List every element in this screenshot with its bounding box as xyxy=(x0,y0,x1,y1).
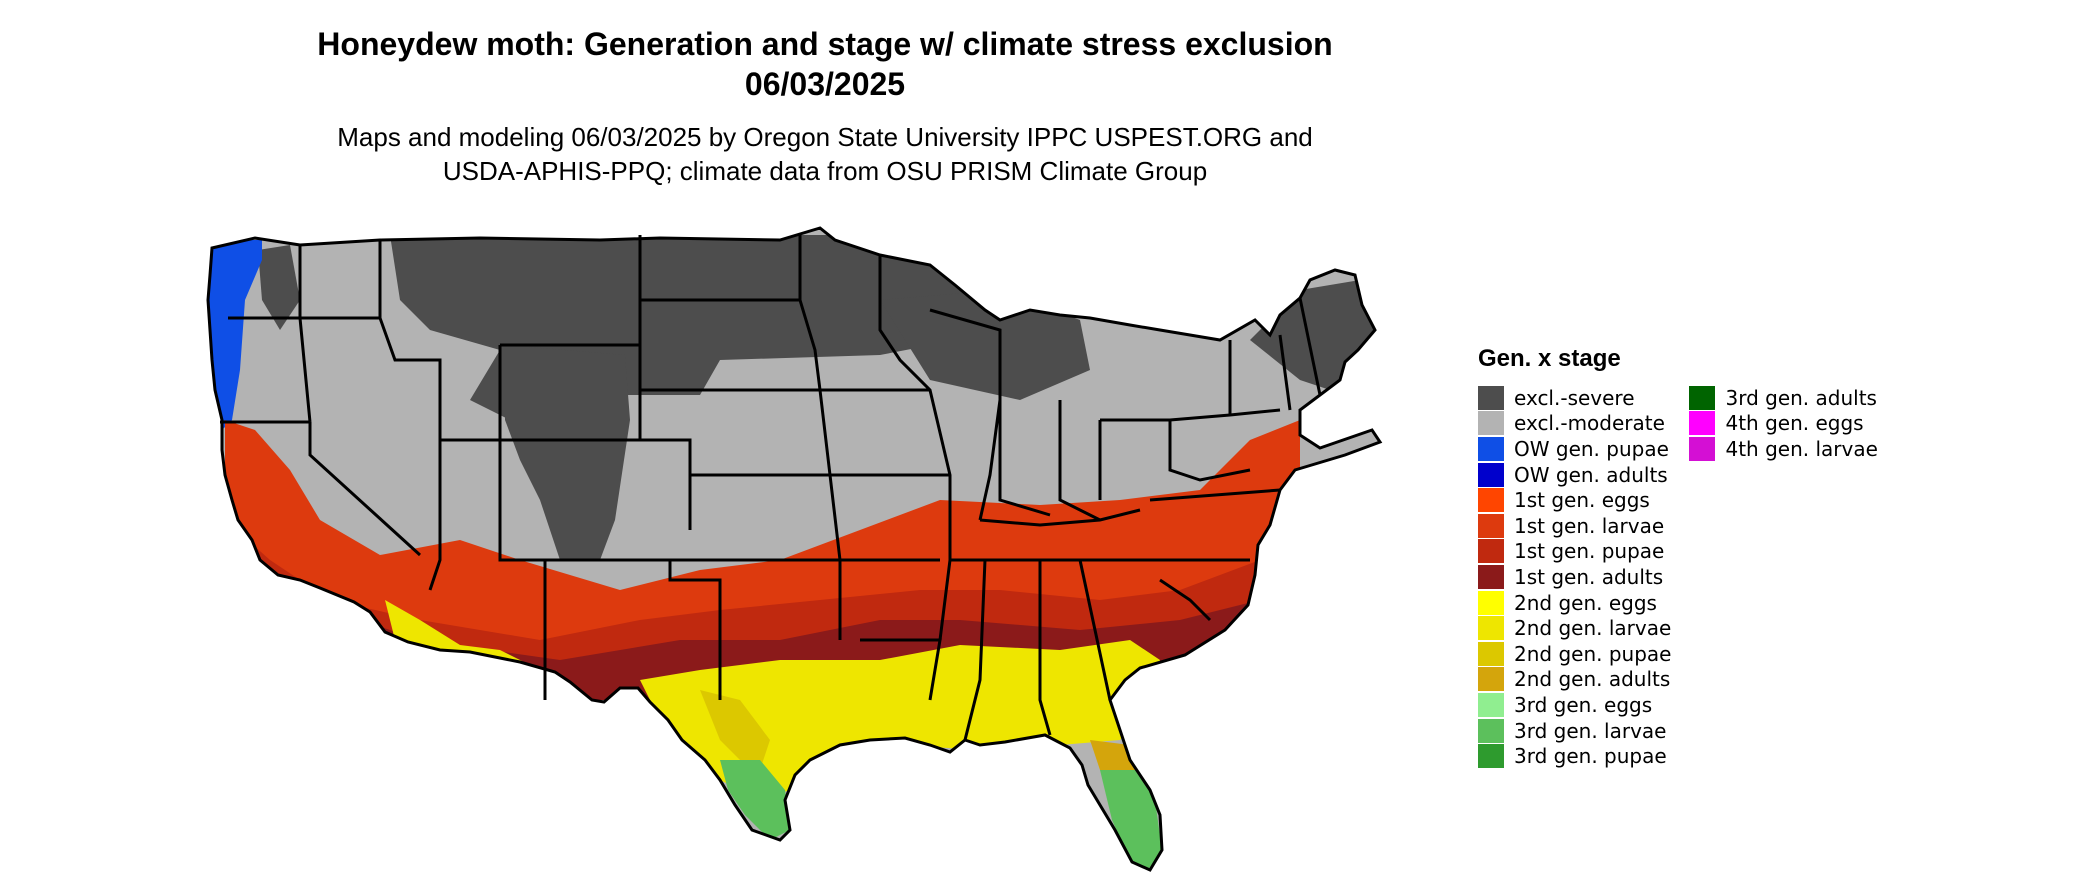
legend-item: 2nd gen. eggs xyxy=(1478,590,1671,616)
zone-excl-severe-lakes xyxy=(880,290,1090,400)
zone-excl-severe-cascades xyxy=(258,245,300,330)
zone-ow-pupae-coast xyxy=(208,240,262,430)
legend-item: 3rd gen. pupae xyxy=(1478,743,1671,769)
legend-label: 2nd gen. eggs xyxy=(1514,590,1657,615)
legend-item: 3rd gen. adults xyxy=(1689,385,1877,411)
legend-swatch xyxy=(1478,616,1504,641)
legend-item: 4th gen. larvae xyxy=(1689,436,1878,462)
legend-label: 1st gen. adults xyxy=(1514,564,1664,589)
legend-label: excl.-moderate xyxy=(1514,411,1665,436)
legend-label: 3rd gen. larvae xyxy=(1514,718,1667,743)
legend-label: 2nd gen. adults xyxy=(1514,667,1671,692)
legend-swatch xyxy=(1478,641,1504,666)
legend-label: OW gen. pupae xyxy=(1514,436,1669,461)
legend-swatch xyxy=(1478,488,1504,513)
legend-label: 2nd gen. larvae xyxy=(1514,616,1672,641)
zone-excl-severe-rockies xyxy=(505,345,630,560)
legend-item: 2nd gen. adults xyxy=(1478,667,1671,693)
legend-column-2: 3rd gen. adults 4th gen. eggs 4th gen. lar… xyxy=(1689,385,1878,769)
legend-label: 3rd gen. adults xyxy=(1725,385,1877,410)
legend-swatch xyxy=(1689,385,1716,410)
legend-item: 2nd gen. larvae xyxy=(1478,615,1671,641)
subtitle-line-2: USDA-APHIS-PPQ; climate data from OSU PR… xyxy=(442,156,1208,186)
legend-label: 1st gen. pupae xyxy=(1514,539,1665,564)
legend-label: 4th gen. larvae xyxy=(1725,436,1878,461)
legend-swatch xyxy=(1478,539,1504,564)
legend-label: 1st gen. eggs xyxy=(1514,488,1650,513)
legend-item: 2nd gen. pupae xyxy=(1478,641,1671,667)
legend-swatch xyxy=(1478,667,1504,692)
legend: Gen. x stage excl.-severe excl.-moderate O… xyxy=(1478,345,1878,769)
legend-item: OW gen. pupae xyxy=(1478,436,1671,462)
subtitle-line-1: Maps and modeling 06/03/2025 by Oregon S… xyxy=(337,122,1313,152)
legend-label: 3rd gen. eggs xyxy=(1514,692,1653,717)
zone-2nd-pupae-texas xyxy=(700,690,770,770)
legend-swatch xyxy=(1478,718,1504,743)
state-borders xyxy=(206,226,1383,872)
legend-swatch xyxy=(1689,436,1716,461)
legend-swatch xyxy=(1478,462,1504,487)
legend-swatch xyxy=(1478,385,1504,410)
legend-item: 1st gen. pupae xyxy=(1478,539,1671,565)
legend-item: excl.-severe xyxy=(1478,385,1671,411)
us-map xyxy=(206,226,1383,872)
legend-swatch xyxy=(1478,744,1504,769)
zone-2nd-larvae-gulf xyxy=(640,640,1160,800)
legend-title: Gen. x stage xyxy=(1478,345,1621,372)
legend-item: 1st gen. larvae xyxy=(1478,513,1671,539)
legend-swatch xyxy=(1478,513,1504,538)
zone-2nd-adults-florida xyxy=(1090,740,1135,770)
legend-label: 3rd gen. pupae xyxy=(1514,744,1667,769)
legend-label: 4th gen. eggs xyxy=(1725,411,1864,436)
legend-label: 1st gen. larvae xyxy=(1514,513,1665,538)
title-line-1: Honeydew moth: Generation and stage w/ c… xyxy=(317,26,1333,62)
legend-item: excl.-moderate xyxy=(1478,411,1671,437)
legend-item: 1st gen. adults xyxy=(1478,564,1671,590)
legend-swatch xyxy=(1478,590,1504,615)
zone-3rd-larvae-florida xyxy=(1100,770,1162,870)
legend-item: 3rd gen. larvae xyxy=(1478,718,1671,744)
map-title: Honeydew moth: Generation and stage w/ c… xyxy=(0,24,1650,104)
legend-swatch xyxy=(1478,411,1504,436)
legend-label: excl.-severe xyxy=(1514,385,1635,410)
legend-swatch xyxy=(1478,692,1504,717)
legend-column-1: excl.-severe excl.-moderate OW gen. pupae O… xyxy=(1478,385,1671,769)
legend-item: 1st gen. eggs xyxy=(1478,487,1671,513)
legend-item: 4th gen. eggs xyxy=(1689,411,1877,437)
legend-label: OW gen. adults xyxy=(1514,462,1668,487)
legend-item: 3rd gen. eggs xyxy=(1478,692,1671,718)
map-subtitle: Maps and modeling 06/03/2025 by Oregon S… xyxy=(0,120,1650,188)
zone-3rd-larvae-texas xyxy=(720,760,790,840)
title-line-2: 06/03/2025 xyxy=(744,66,906,102)
legend-swatch xyxy=(1689,411,1716,436)
legend-label: 2nd gen. pupae xyxy=(1514,641,1672,666)
legend-swatch xyxy=(1478,564,1504,589)
legend-item: OW gen. adults xyxy=(1478,462,1671,488)
legend-swatch xyxy=(1478,436,1504,461)
